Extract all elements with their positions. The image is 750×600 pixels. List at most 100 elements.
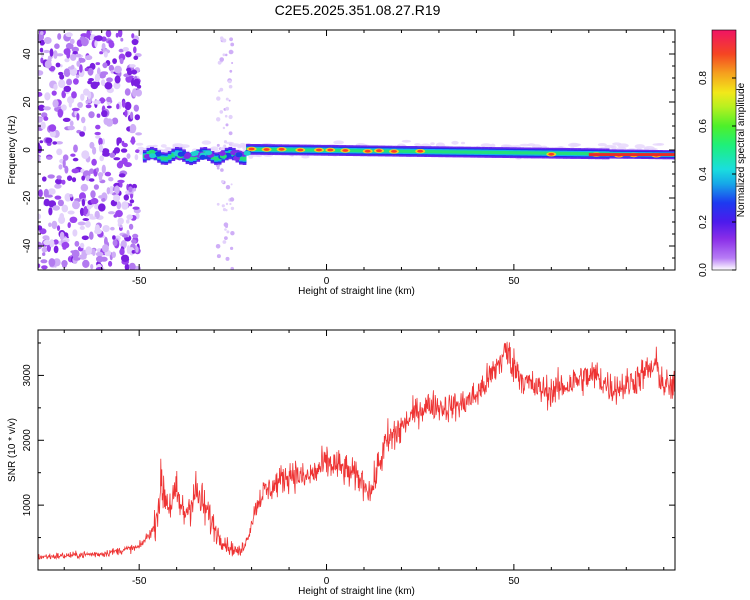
heatmap-noise-cell [121,257,130,262]
heatmap-noise-cell [96,113,101,118]
heatmap-tone-cell [274,148,279,152]
heatmap-noise-cell [108,260,113,267]
heatmap-hot-cell [588,153,675,157]
heatmap-noise-cell [131,38,139,46]
heatmap-noise-cell [94,73,101,83]
heatmap-noise-cell [128,203,133,207]
heatmap-tone-cell [310,148,314,152]
heatmap-noise-cell [51,220,58,230]
heatmap-noise-cell [95,251,104,257]
heatmap-noise-cell [111,251,117,258]
heatmap-noise-cell [67,125,75,131]
heatmap-noise-cell [131,33,135,39]
heatmap-tone-cell [239,156,243,161]
heatmap-noise-cell [71,177,77,183]
y-axis-label: SNR (10 * v/v) [7,418,18,482]
heatmap-noise-cell [230,42,235,47]
heatmap-halo-cell [241,145,248,148]
heatmap-noise-cell [222,126,226,130]
heatmap-noise-cell [84,67,89,72]
colorbar-tick-label: 0.4 [698,167,709,181]
heatmap-noise-cell [121,201,129,210]
heatmap-tone-cell [474,150,478,154]
x-tick-label: 0 [324,576,330,587]
heatmap-noise-cell [53,50,58,59]
heatmap-tone-cell [466,150,471,154]
heatmap-noise-cell [72,200,80,210]
heatmap-noise-cell [104,171,112,177]
heatmap-noise-cell [90,197,99,205]
heatmap-noise-cell [125,75,133,83]
heatmap-noise-cell [55,62,61,68]
heatmap-noise-cell [95,62,101,66]
heatmap-halo-cell [229,143,241,147]
heatmap-noise-cell [108,64,115,72]
heatmap-noise-cell [61,260,68,267]
heatmap-noise-cell [218,90,221,93]
heatmap-noise-cell [134,154,139,161]
heatmap-noise-cell [53,258,61,267]
heatmap-tone-cell [171,153,176,157]
heatmap-noise-cell [90,190,96,199]
heatmap-tone-cell [160,156,165,161]
heatmap-noise-cell [49,130,56,138]
heatmap-noise-cell [119,57,124,65]
heatmap-noise-cell [85,100,89,104]
heatmap-noise-cell [89,231,94,240]
heatmap-halo-cell [172,143,184,148]
heatmap-noise-cell [101,197,106,202]
heatmap-noise-cell [124,101,132,111]
heatmap-noise-cell [38,189,43,198]
heatmap-noise-cell [130,136,136,145]
heatmap-noise-cell [124,109,128,118]
heatmap-noise-cell [228,49,234,55]
heatmap-noise-cell [133,78,141,87]
heatmap-noise-cell [81,175,86,181]
heatmap-noise-cell [230,206,235,211]
heatmap-hot-cell [316,148,322,152]
heatmap-noise-cell [81,116,86,124]
heatmap-noise-cell [225,202,229,206]
heatmap-tone-cell [146,152,151,156]
heatmap-noise-cell [112,239,118,247]
heatmap-halo-cell [490,143,496,148]
heatmap-tone-cell [438,150,443,154]
heatmap-tone-cell [459,150,464,154]
heatmap-noise-cell [133,104,139,112]
y-tick-label: -40 [22,238,33,253]
heatmap-tone-cell [488,150,492,154]
heatmap-noise-cell [98,72,106,79]
heatmap-tone-cell [149,153,157,159]
heatmap-noise-cell [126,214,133,220]
heatmap-noise-cell [106,77,113,83]
heatmap-noise-cell [71,107,80,112]
heatmap-noise-cell [225,123,229,127]
heatmap-noise-cell [225,256,230,261]
heatmap-tone-cell [242,157,247,161]
heatmap-noise-cell [73,257,81,261]
x-axis-label: Height of straight line (km) [298,286,415,297]
heatmap-tone-cell [177,151,185,157]
heatmap-noise-cell [100,79,106,86]
heatmap-noise-cell [68,101,72,108]
heatmap-tone-cell [541,151,546,155]
heatmap-noise-cell [85,220,91,228]
heatmap-noise-cell [95,167,99,173]
heatmap-tone-cell [243,150,251,156]
heatmap-noise-cell [39,47,44,53]
heatmap-noise-cell [85,246,92,255]
heatmap-halo-cell [333,140,344,145]
y-tick-label: 0 [22,147,33,153]
heatmap-hot-cell [248,147,255,151]
heatmap-noise-cell [228,99,231,102]
heatmap-noise-cell [43,37,52,44]
heatmap-noise-cell [40,121,46,130]
heatmap-noise-cell [114,65,122,74]
heatmap-noise-cell [222,208,227,212]
heatmap-noise-cell [229,69,233,73]
colorbar-tick-label: 0.6 [698,119,709,133]
heatmap-noise-cell [105,30,112,38]
heatmap-noise-cell [43,106,51,111]
heatmap-noise-cell [223,222,229,227]
heatmap-noise-cell [89,213,94,218]
